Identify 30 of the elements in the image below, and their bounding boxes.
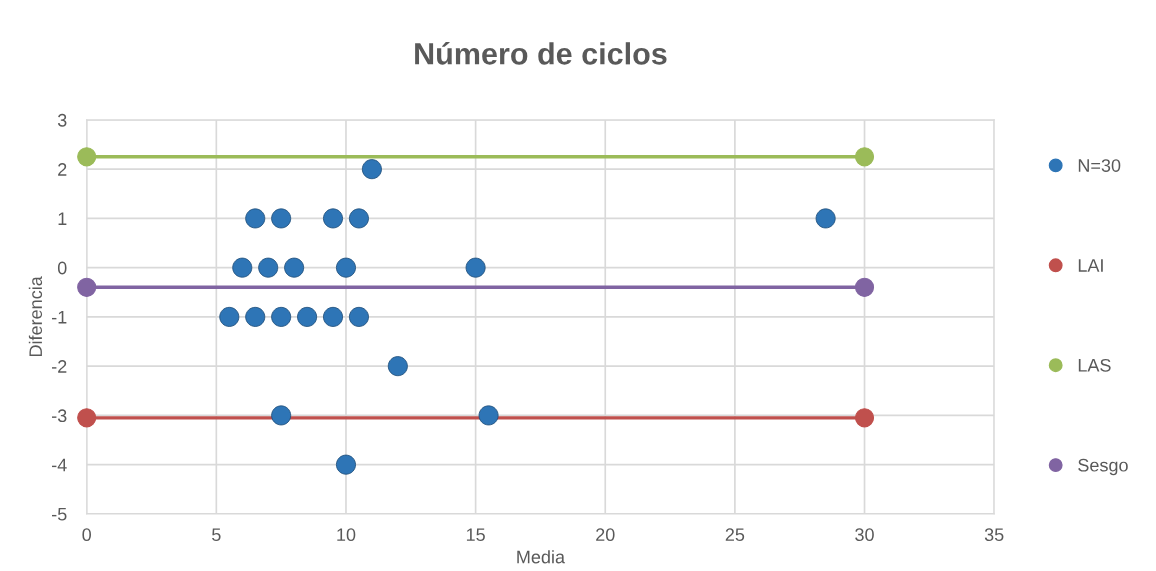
x-tick-label: 0 [82,528,92,542]
y-tick-label: -1 [52,311,67,324]
legend-label: LAS [1078,358,1111,372]
y-tick-label: -3 [52,409,67,423]
point [77,277,97,297]
y-tick-label: 3 [57,113,67,127]
x-tick-label: 20 [596,528,615,542]
point [854,277,875,297]
y-tick-label: 1 [58,212,67,225]
x-tick-label: 15 [466,528,485,542]
point [854,147,875,167]
x-tick-label: 30 [855,528,874,542]
legend-label: Sesgo [1078,458,1128,476]
y-tick-label: -5 [52,508,67,521]
x-tick-label: 35 [984,528,1004,542]
chart-title: Número de ciclos [415,41,667,65]
x-tick-label: 10 [337,528,356,542]
x-axis-title: Media [517,550,566,564]
y-tick-label: 0 [57,261,67,275]
x-tick-label: 25 [725,528,745,542]
x-tick-label: 5 [212,528,221,542]
legend-label: LAI [1078,259,1103,272]
point [77,147,97,167]
y-tick-label: -2 [52,360,67,373]
legend-label: N=30 [1078,159,1121,172]
y-axis-title: Diferencia [28,276,43,357]
y-tick-label: -4 [52,458,67,472]
point [77,408,97,428]
y-tick-label: 2 [58,163,67,176]
point [854,408,875,428]
